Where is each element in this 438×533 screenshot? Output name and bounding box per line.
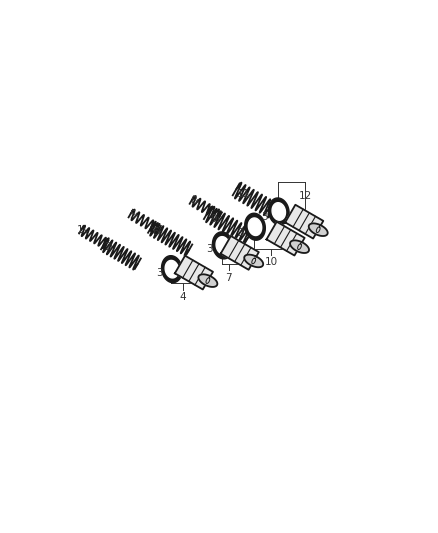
Text: 5: 5: [129, 210, 135, 220]
Polygon shape: [309, 223, 328, 236]
Text: 11: 11: [237, 190, 250, 199]
Polygon shape: [244, 255, 263, 267]
Polygon shape: [285, 205, 323, 239]
Polygon shape: [165, 261, 179, 278]
Polygon shape: [272, 203, 286, 220]
Polygon shape: [216, 237, 230, 254]
Text: 7: 7: [225, 272, 232, 282]
Polygon shape: [248, 218, 262, 236]
Text: 8: 8: [190, 196, 197, 206]
Polygon shape: [162, 256, 182, 282]
Polygon shape: [290, 240, 309, 253]
Polygon shape: [175, 256, 213, 289]
Text: 9: 9: [210, 214, 217, 224]
Polygon shape: [268, 198, 289, 225]
Text: 4: 4: [180, 292, 187, 302]
Polygon shape: [198, 274, 217, 287]
Text: 10: 10: [265, 257, 278, 267]
Text: 6: 6: [152, 227, 159, 237]
Polygon shape: [221, 236, 259, 270]
Polygon shape: [266, 222, 305, 255]
Text: 1: 1: [77, 225, 84, 235]
Text: 2: 2: [104, 242, 111, 252]
Text: 3: 3: [206, 245, 212, 254]
Text: 3: 3: [261, 212, 268, 222]
Text: 3: 3: [156, 268, 162, 278]
Text: 12: 12: [299, 191, 312, 201]
Text: 3: 3: [237, 228, 244, 238]
Polygon shape: [245, 213, 265, 240]
Polygon shape: [212, 232, 233, 259]
